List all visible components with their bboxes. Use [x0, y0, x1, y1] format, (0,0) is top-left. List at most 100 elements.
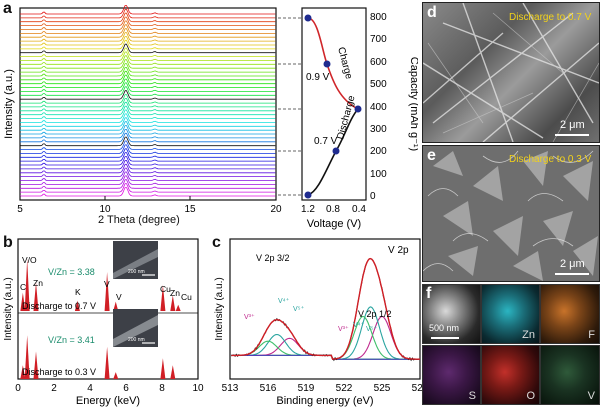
xps-plot: V 2p V 2p 3/2 V 2p 1/2 V³⁺ V⁴⁺ V⁵⁺ V³⁺ V…	[214, 238, 423, 407]
eds-ratio-bottom: V/Zn = 3.41	[48, 335, 95, 345]
xps-v5-a: V⁵⁺	[293, 305, 305, 313]
xrd-pattern	[20, 160, 276, 170]
xps-xtick: 528	[412, 383, 423, 394]
xps-xtick: 519	[298, 383, 315, 394]
map-f-label: F	[588, 329, 595, 341]
xps-xtick: 516	[260, 383, 277, 394]
xps-v3-b: V³⁺	[338, 325, 349, 333]
eds-peak-label: Cu	[160, 284, 171, 294]
xps-v5-b: V⁵⁺	[366, 325, 378, 333]
eds-map-o: O	[481, 345, 540, 405]
xrd-pattern	[20, 63, 276, 73]
gcd-ytick: 500	[370, 79, 387, 90]
xrd-pattern	[20, 86, 276, 96]
eds-xtick: 4	[87, 383, 93, 394]
xrd-pattern	[20, 5, 276, 15]
eds-inset-top-scale: 200 nm	[128, 269, 145, 275]
eds-peak	[33, 282, 39, 311]
xrd-pattern	[20, 156, 276, 166]
xrd-xtick-10: 10	[99, 204, 111, 215]
xps-label-12: V 2p 1/2	[358, 309, 392, 319]
xrd-pattern	[20, 152, 276, 162]
xrd-pattern	[20, 94, 276, 104]
sem-d-caption: Discharge to 0.7 V	[509, 12, 592, 23]
eds-peak	[20, 365, 26, 379]
gcd-marker	[332, 147, 340, 155]
eds-map-f: F	[540, 284, 600, 344]
xrd-pattern	[20, 9, 276, 19]
xrd-pattern	[20, 183, 276, 193]
xrd-xtick-15: 15	[184, 204, 196, 215]
gcd-ytick: 100	[370, 169, 387, 180]
xrd-xlabel: 2 Theta (degree)	[98, 214, 180, 226]
sem-e-caption: Discharge to 0.3 V	[509, 154, 592, 165]
gcd-marker	[323, 60, 331, 68]
xrd-pattern	[20, 51, 276, 61]
eds-inset-bottom-scale: 200 nm	[128, 337, 145, 343]
xps-v4-b: V⁴⁺	[353, 321, 365, 329]
eds-peak	[170, 365, 176, 379]
xrd-ylabel: Intensity (a.u.)	[3, 69, 15, 139]
gcd-ylabel: Capacity (mAh g⁻¹)	[408, 57, 418, 151]
gcd-label-07v: 0.7 V	[314, 136, 338, 147]
xrd-pattern	[20, 90, 276, 100]
gcd-ytick: 0	[370, 191, 376, 202]
gcd-ytick: 400	[370, 102, 387, 113]
xps-xlabel: Binding energy (eV)	[276, 395, 373, 407]
sem-e-scalebar	[555, 273, 589, 275]
eds-peak-label: V	[104, 279, 110, 289]
eds-peak	[20, 292, 26, 311]
eds-map-zn: Zn	[481, 284, 540, 344]
gcd-ytick: 200	[370, 146, 387, 157]
xrd-pattern	[20, 132, 276, 143]
map-s-label: S	[468, 390, 476, 402]
eds-peak	[160, 358, 166, 379]
xrd-pattern	[20, 43, 276, 54]
xrd-pattern	[20, 12, 276, 23]
gcd-xtick: 0.8	[326, 204, 340, 215]
xrd-pattern	[20, 70, 276, 81]
gcd-xtick: 1.2	[301, 204, 315, 215]
gcd-xlabel: Voltage (V)	[307, 218, 361, 230]
xrd-pattern	[20, 55, 276, 65]
eds-peak-label: Cu	[181, 292, 192, 302]
panel-label-c: c	[212, 234, 221, 251]
xrd-pattern	[20, 136, 276, 147]
eds-plot: V/O C Zn K V V Cu Zn Cu V/Zn = 3.38 Disc…	[3, 238, 204, 407]
xrd-pattern	[20, 67, 276, 77]
eds-xlabel: Energy (keV)	[76, 395, 140, 407]
xrd-pattern	[20, 59, 276, 69]
xrd-pattern	[20, 78, 276, 88]
map-o-label: O	[526, 390, 535, 402]
gcd-marker	[304, 14, 312, 22]
eds-peak	[74, 300, 80, 311]
xrd-pattern	[20, 113, 276, 123]
sem-fibers	[423, 3, 599, 142]
xrd-pattern	[20, 82, 276, 92]
sem-e-scale-label: 2 μm	[560, 258, 585, 270]
xps-xtick: 513	[222, 383, 239, 394]
xrd-pattern	[20, 171, 276, 181]
xrd-pattern	[20, 117, 276, 127]
xps-label-32: V 2p 3/2	[256, 253, 290, 263]
eds-map-v: V	[540, 345, 600, 405]
panel-label-d: d	[427, 4, 437, 21]
xrd-xtick-20: 20	[270, 204, 282, 215]
eds-peak	[113, 372, 119, 379]
xrd-pattern	[20, 187, 276, 197]
xrd-pattern	[20, 20, 276, 30]
panel-label-a: a	[3, 0, 12, 17]
eds-peak	[170, 295, 176, 311]
tem-f-scalebar	[431, 337, 459, 339]
xrd-pattern	[20, 140, 276, 150]
xrd-pattern	[20, 28, 276, 38]
eds-label-bottom: Discharge to 0.3 V	[22, 367, 96, 377]
sem-d-scalebar	[555, 134, 589, 136]
eds-inset-bottom-sample	[113, 315, 158, 347]
eds-peak	[33, 351, 39, 379]
gcd-label-09v: 0.9 V	[306, 72, 330, 83]
eds-peak	[175, 304, 181, 311]
eds-peak	[104, 346, 110, 379]
xrd-pattern	[20, 74, 276, 85]
xrd-pattern	[20, 109, 276, 119]
